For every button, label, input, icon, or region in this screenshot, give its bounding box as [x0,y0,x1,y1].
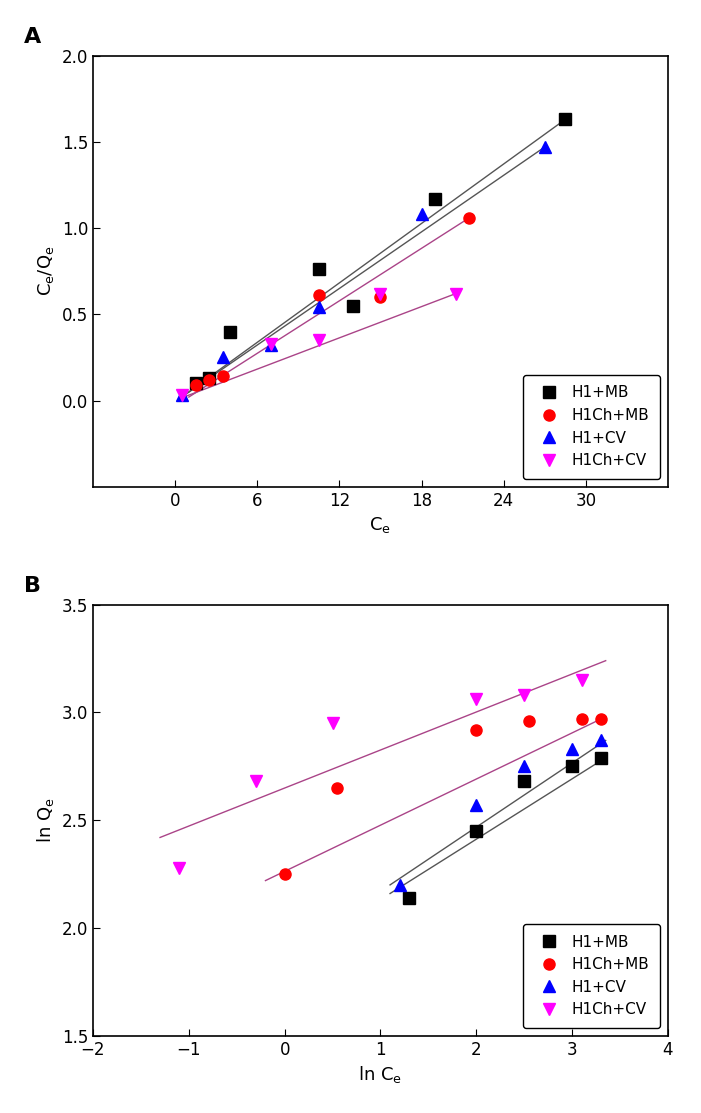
H1Ch+MB [333,781,341,795]
H1Ch+CV [578,673,586,687]
H1Ch+CV [376,287,385,301]
H1+CV [520,760,529,774]
X-axis label: $\mathregular{ln\ C_e}$: $\mathregular{ln\ C_e}$ [358,1064,402,1085]
H1+MB [568,760,576,774]
H1+MB [315,263,323,276]
H1+CV [540,140,549,154]
H1+MB [205,372,214,385]
Line: H1Ch+MB: H1Ch+MB [279,713,606,879]
H1+CV [472,798,480,811]
H1Ch+MB [219,370,227,383]
H1Ch+MB [465,211,474,225]
Line: H1Ch+MB: H1Ch+MB [190,213,475,391]
H1+CV [267,338,275,352]
H1+MB [597,751,605,765]
Legend: H1+MB, H1Ch+MB, H1+CV, H1Ch+CV: H1+MB, H1Ch+MB, H1+CV, H1Ch+CV [523,375,660,479]
H1Ch+MB [191,378,200,392]
Line: H1Ch+CV: H1Ch+CV [174,674,587,874]
H1+CV [417,207,426,220]
H1+MB [561,112,569,126]
Line: H1+CV: H1+CV [177,141,550,401]
H1+CV [219,351,227,364]
H1Ch+MB [597,712,605,726]
H1Ch+CV [328,717,336,730]
H1+MB [349,299,358,313]
Y-axis label: $\mathregular{ln\ Q_e}$: $\mathregular{ln\ Q_e}$ [35,797,56,844]
H1+MB [405,892,414,905]
H1Ch+MB [205,373,214,386]
H1Ch+MB [376,290,385,304]
H1+MB [520,775,529,788]
H1+CV [568,742,576,756]
Line: H1+MB: H1+MB [190,114,571,388]
H1Ch+MB [315,288,323,302]
Line: H1+CV: H1+CV [394,735,606,890]
Line: H1Ch+CV: H1Ch+CV [177,288,461,401]
Legend: H1+MB, H1Ch+MB, H1+CV, H1Ch+CV: H1+MB, H1Ch+MB, H1+CV, H1Ch+CV [523,924,660,1028]
H1Ch+CV [267,337,275,351]
H1Ch+CV [252,775,260,788]
Text: A: A [24,27,41,47]
H1+CV [597,733,605,747]
H1Ch+MB [472,723,480,737]
H1Ch+CV [451,287,460,301]
H1+CV [178,388,186,402]
H1Ch+MB [525,715,533,728]
H1Ch+MB [280,867,289,880]
H1+CV [315,301,323,314]
H1+CV [395,878,404,892]
H1Ch+CV [315,334,323,347]
H1+MB [472,825,480,838]
H1Ch+CV [520,689,529,702]
H1Ch+CV [175,861,184,875]
H1Ch+CV [178,388,186,402]
H1+MB [191,376,200,390]
H1+MB [226,325,234,338]
X-axis label: $\mathregular{C_e}$: $\mathregular{C_e}$ [369,515,391,535]
H1Ch+MB [578,712,586,726]
H1Ch+CV [472,692,480,706]
H1+MB [431,193,440,206]
Line: H1+MB: H1+MB [404,752,606,904]
Y-axis label: $\mathregular{C_e/Q_e}$: $\mathregular{C_e/Q_e}$ [36,246,56,296]
Text: B: B [24,577,41,595]
